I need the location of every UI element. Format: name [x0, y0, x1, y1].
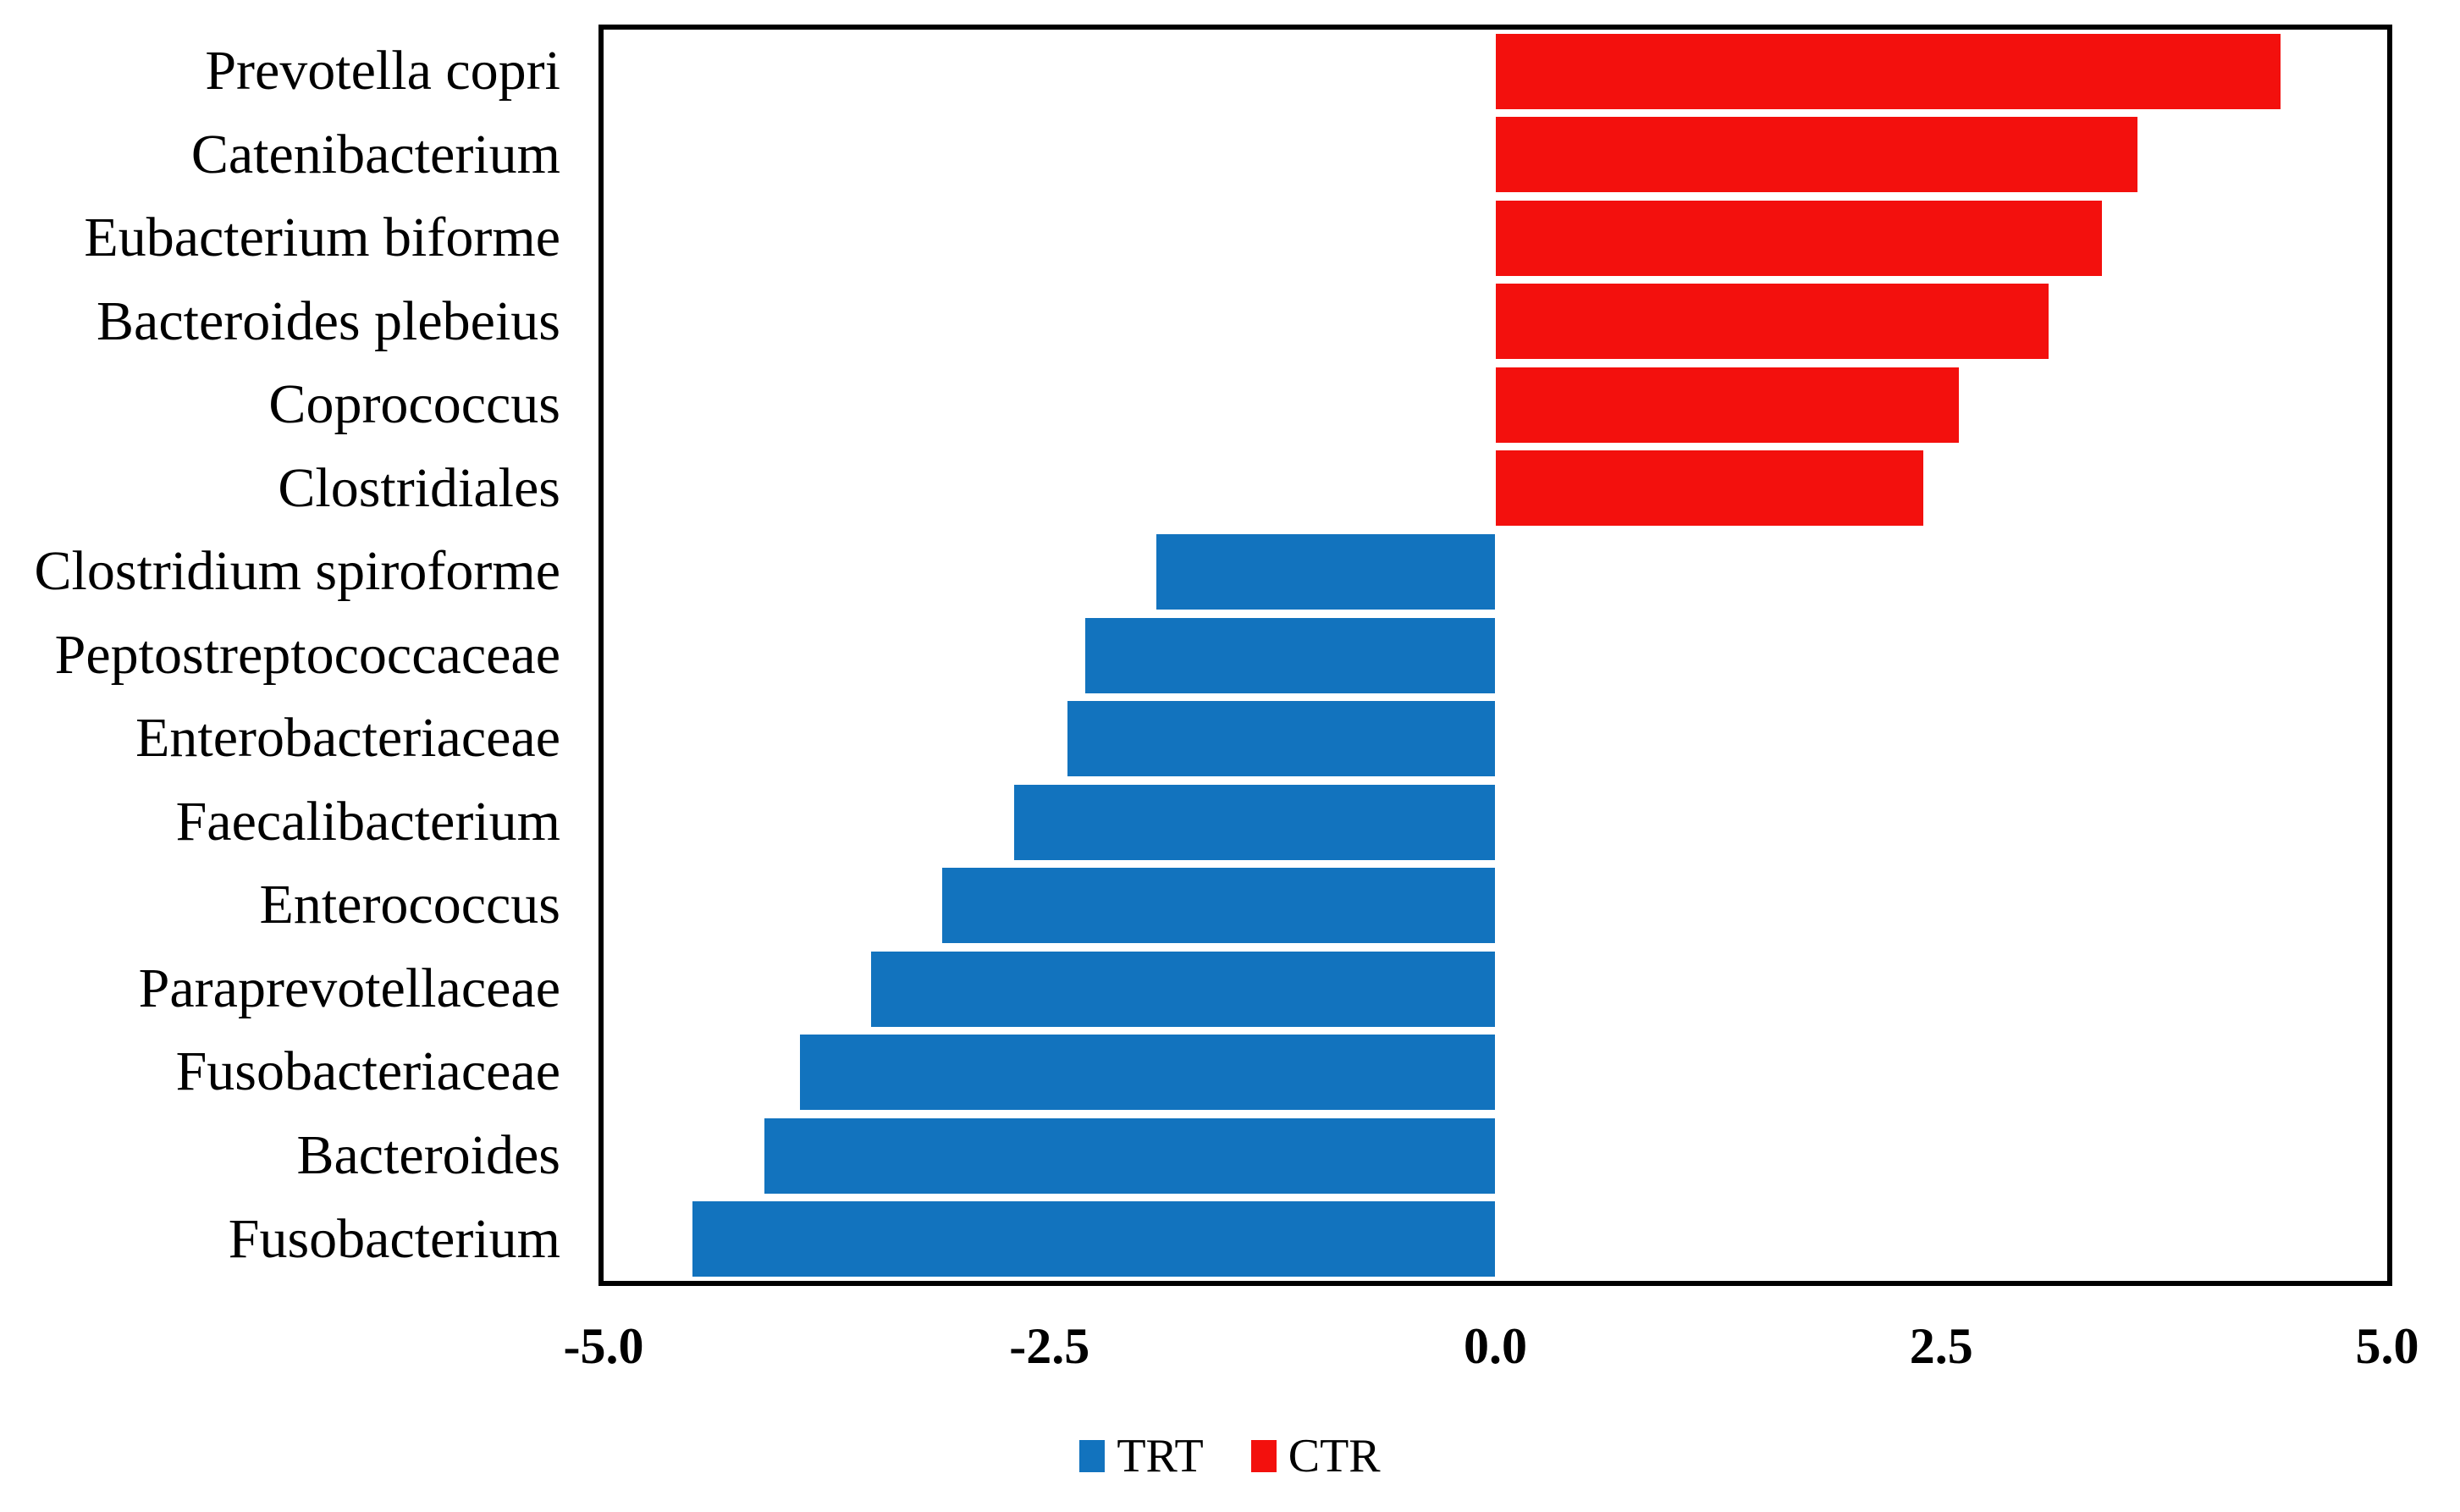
plot-area	[598, 25, 2392, 1286]
y-axis-label: Coprococcus	[268, 373, 560, 436]
legend-swatch-ctr	[1250, 1440, 1277, 1472]
x-axis-tick-label: 2.5	[1909, 1318, 1973, 1374]
x-axis-ticks: -5.0 -2.5 0.0 2.5 5.0	[0, 1317, 2460, 1393]
y-axis-label: Peptostreptococcaceae	[54, 623, 560, 686]
x-axis-tick-label: -5.0	[563, 1318, 644, 1374]
bar-ctr	[1495, 284, 2049, 360]
x-axis-tick-label: 5.0	[2355, 1318, 2419, 1374]
legend-item-trt: TRT	[1079, 1429, 1204, 1483]
y-axis-label: Prevotella copri	[205, 40, 560, 102]
y-axis-label: Catenibacterium	[190, 123, 560, 185]
bar-trt	[764, 1117, 1496, 1194]
y-axis-label: Bacteroides plebeius	[97, 290, 560, 352]
y-axis-label: Enterobacteriaceae	[135, 707, 560, 770]
y-axis-label: Eubacterium biforme	[84, 207, 560, 269]
legend: TRT CTR	[0, 1429, 2460, 1483]
legend-item-ctr: CTR	[1250, 1429, 1381, 1483]
y-axis-label: Fusobacteriaceae	[175, 1040, 560, 1103]
y-axis-label: Clostridiales	[278, 456, 560, 519]
legend-swatch-trt	[1079, 1440, 1106, 1472]
bar-trt	[1084, 617, 1496, 693]
bar-trt	[1156, 534, 1496, 610]
y-axis-label: Bacteroides	[296, 1123, 560, 1186]
legend-label: TRT	[1117, 1430, 1204, 1482]
bar-ctr	[1495, 367, 1960, 443]
bar-ctr	[1495, 200, 2102, 276]
bar-trt	[1067, 701, 1496, 776]
bars-layer	[604, 30, 2387, 1281]
x-axis-tick-label: 0.0	[1464, 1318, 1527, 1374]
x-axis-tick-label: -2.5	[1009, 1318, 1090, 1374]
bar-trt	[871, 951, 1496, 1027]
y-axis-label: Faecalibacterium	[175, 790, 560, 853]
y-axis-label: Paraprevotellaceae	[138, 957, 560, 1019]
y-axis-labels: Prevotella copri Catenibacterium Eubacteri…	[0, 30, 572, 1281]
y-axis-label: Enterococcus	[259, 874, 561, 936]
y-axis-label: Fusobacterium	[228, 1207, 560, 1270]
bar-trt	[942, 868, 1496, 944]
bar-trt	[692, 1201, 1496, 1277]
bar-ctr	[1495, 450, 1924, 527]
bar-ctr	[1495, 117, 2137, 193]
bar-ctr	[1495, 33, 2281, 109]
y-axis-label: Clostridium spiroforme	[34, 540, 560, 603]
legend-label: CTR	[1288, 1430, 1381, 1482]
bar-trt	[799, 1035, 1496, 1111]
bar-trt	[1013, 784, 1496, 860]
